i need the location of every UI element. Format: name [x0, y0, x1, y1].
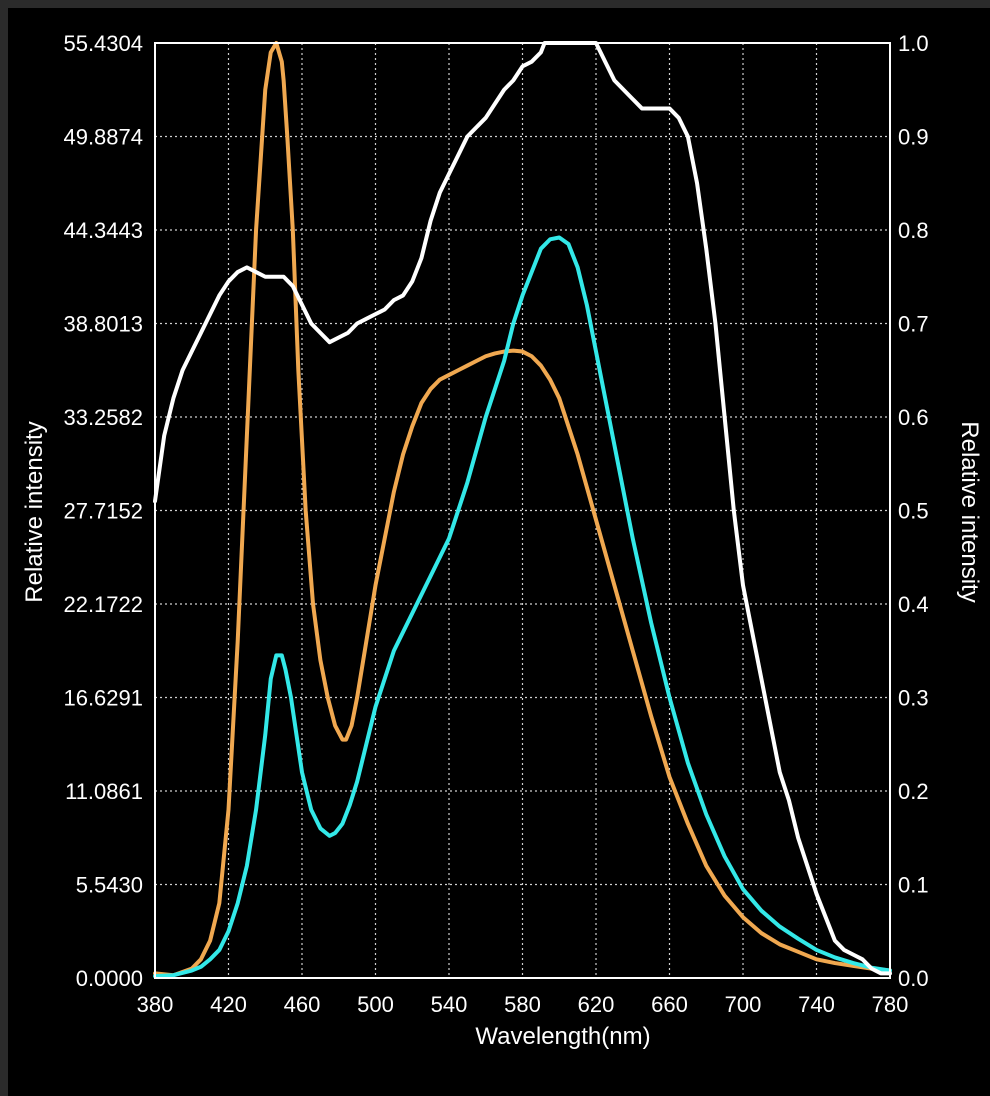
x-tick-label-4: 540 [431, 992, 468, 1017]
y-right-tick-label-2: 0.2 [898, 779, 929, 804]
y-left-tick-label-6: 33.2582 [63, 405, 143, 430]
y-left-tick-label-1: 5.5430 [76, 873, 143, 898]
y-right-axis-title: Relative intensity [956, 421, 983, 602]
y-right-tick-label-6: 0.6 [898, 405, 929, 430]
y-left-axis-title: Relative intensity [21, 421, 48, 602]
y-right-tick-label-8: 0.8 [898, 218, 929, 243]
series-layer [153, 41, 892, 979]
grid-lines [154, 42, 891, 979]
x-tick-label-7: 660 [651, 992, 688, 1017]
x-axis-title: Wavelength(nm) [475, 1023, 650, 1050]
x-tick-label-1: 420 [210, 992, 247, 1017]
x-tick-label-6: 620 [578, 992, 615, 1017]
y-left-tick-label-2: 11.0861 [65, 779, 143, 804]
y-left-tick-label-5: 27.7152 [63, 499, 143, 524]
y-right-tick-label-9: 0.9 [898, 125, 929, 150]
x-tick-label-0: 380 [137, 992, 174, 1017]
y-right-tick-label-7: 0.7 [898, 312, 929, 337]
x-tick-label-9: 740 [798, 992, 835, 1017]
x-tick-label-8: 700 [725, 992, 762, 1017]
y-right-tick-label-10: 1.0 [898, 31, 929, 56]
y-right-tick-label-0: 0.0 [898, 966, 929, 991]
y-left-tick-label-4: 22.1722 [63, 592, 143, 617]
y-right-tick-label-3: 0.3 [898, 686, 929, 711]
y-left-tick-label-0: 0.0000 [76, 966, 143, 991]
y-left-tick-label-8: 44.3443 [63, 218, 143, 243]
y-left-tick-label-7: 38.8013 [63, 311, 143, 336]
y-left-tick-label-3: 16.6291 [63, 686, 143, 711]
x-axis-ticks: 380 420 460 500 540 580 620 660 700 740 780 [137, 992, 909, 1017]
series-line-2 [153, 235, 892, 979]
y-left-axis-ticks: 0.0000 5.5430 11.0861 16.6291 22.1722 27.7152… [63, 31, 143, 991]
series-line-3 [153, 41, 892, 976]
y-right-tick-label-4: 0.4 [898, 592, 929, 617]
x-tick-label-3: 500 [357, 992, 394, 1017]
y-right-tick-label-5: 0.5 [898, 499, 929, 524]
plot-area-frame [154, 42, 891, 979]
y-right-tick-label-1: 0.1 [898, 873, 929, 898]
y-left-tick-label-9: 49.8874 [63, 124, 143, 149]
series-line-1 [153, 41, 892, 978]
x-tick-label-2: 460 [284, 992, 321, 1017]
x-tick-label-5: 580 [504, 992, 541, 1017]
y-right-axis-ticks: 0.0 0.1 0.2 0.3 0.4 0.5 0.6 0.7 0.8 0.9 1.0 [898, 31, 929, 991]
y-left-tick-label-10: 55.4304 [63, 31, 143, 56]
x-tick-label-10: 780 [872, 992, 909, 1017]
